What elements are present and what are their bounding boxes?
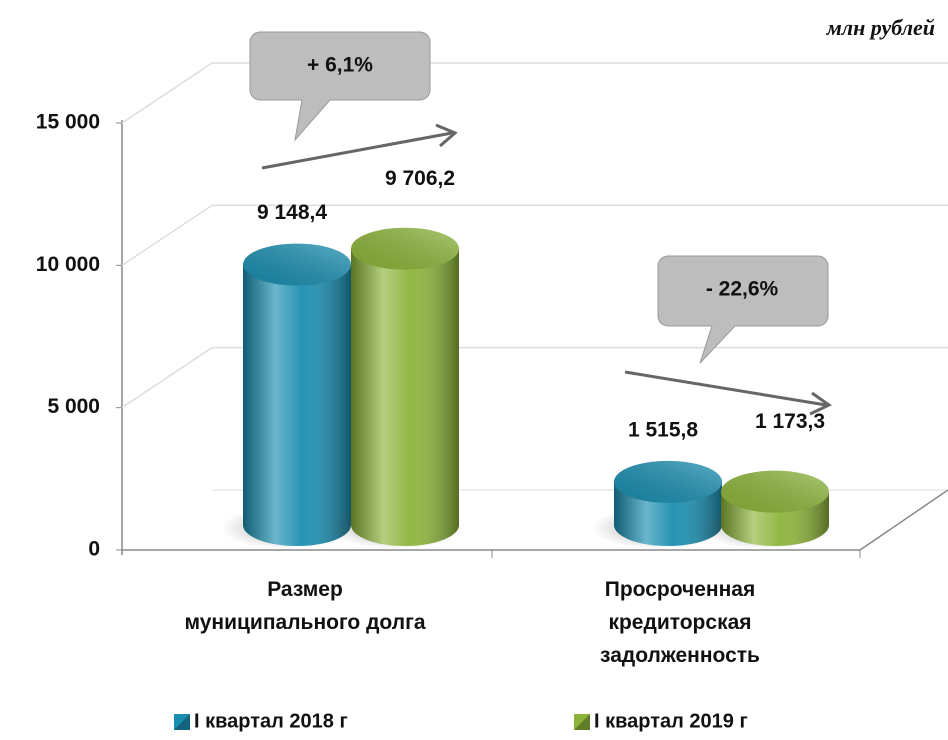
- value-label: 1 515,8: [628, 418, 698, 441]
- bar: [243, 243, 351, 546]
- bar: [351, 227, 459, 546]
- value-label: 9 148,4: [257, 201, 327, 224]
- grid-line: [121, 204, 948, 266]
- unit-label: млн рублей: [826, 15, 935, 40]
- y-tick-label: 10 000: [36, 253, 100, 276]
- legend-swatch: [574, 714, 590, 730]
- value-label: 9 706,2: [385, 167, 455, 190]
- grid-line: [121, 62, 948, 124]
- bar-top-shade: [351, 227, 459, 270]
- bar-top-shade: [243, 243, 351, 286]
- grid-line: [121, 346, 948, 409]
- x-tick-label: Размер муниципального долга: [184, 578, 426, 634]
- bar-top-shade: [614, 460, 722, 503]
- bar-top-shade: [721, 470, 829, 513]
- bar: [614, 460, 722, 546]
- bar-body-shade: [351, 248, 459, 546]
- legend-label: I квартал 2019 г: [594, 710, 748, 732]
- callout: - 22,6%: [657, 255, 829, 364]
- annotation: + 6,1%: [307, 54, 373, 77]
- callout: + 6,1%: [249, 31, 431, 142]
- legend-swatch-shade: [574, 714, 590, 730]
- value-label: 1 173,3: [755, 410, 825, 433]
- legend-swatch: [174, 714, 190, 730]
- y-tick-label: 15 000: [36, 111, 100, 134]
- y-tick-label: 0: [88, 538, 100, 561]
- legend-swatch-shade: [174, 714, 190, 730]
- legend-label: I квартал 2018 г: [194, 710, 348, 732]
- x-tick-label: Просроченная кредиторская задолженность: [600, 578, 760, 667]
- bar: [721, 470, 829, 546]
- bar-body-shade: [243, 264, 351, 546]
- y-tick-label: 5 000: [47, 395, 100, 418]
- trend-arrow: [624, 370, 832, 416]
- trend-arrow: [261, 123, 458, 170]
- annotation: - 22,6%: [706, 278, 779, 301]
